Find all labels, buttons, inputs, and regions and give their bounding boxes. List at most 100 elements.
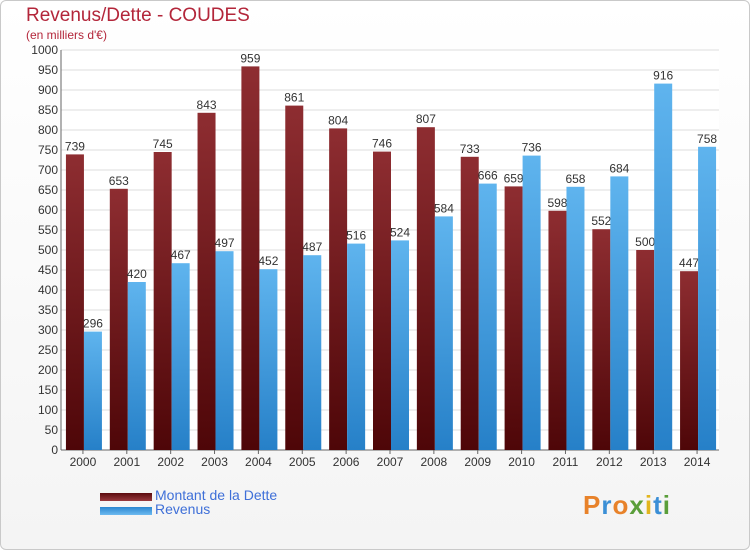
- y-tick-label: 450: [38, 263, 58, 277]
- x-tick-label: 2011: [553, 455, 579, 469]
- bar-revenus: [434, 216, 453, 450]
- bar-dette: [241, 66, 260, 451]
- bar-dette: [65, 154, 84, 450]
- bar-revenus: [610, 176, 629, 450]
- logo-letter: x: [629, 490, 645, 520]
- data-label-dette: 959: [240, 51, 260, 65]
- bar-revenus: [127, 282, 146, 450]
- bar-dette: [285, 105, 304, 450]
- logo-letter: r: [601, 490, 613, 520]
- bar-revenus: [698, 146, 717, 451]
- bar-dette: [504, 186, 523, 450]
- data-label-revenus: 516: [346, 229, 366, 243]
- y-tick-label: 600: [38, 203, 58, 217]
- y-tick-label: 700: [38, 163, 58, 177]
- logo-letter: t: [653, 490, 663, 520]
- chart-subtitle: (en milliers d'€): [26, 28, 107, 42]
- bar-dette: [592, 229, 611, 450]
- logo-letter: o: [612, 490, 630, 520]
- x-tick-label: 2000: [70, 455, 97, 469]
- chart-title: Revenus/Dette - COUDES: [26, 5, 250, 26]
- y-tick-label: 950: [38, 63, 58, 77]
- legend-label-dette: Montant de la Dette: [155, 487, 278, 503]
- y-tick-label: 200: [38, 363, 58, 377]
- legend-label-revenus: Revenus: [155, 501, 211, 517]
- y-tick-label: 900: [38, 83, 58, 97]
- y-tick-label: 100: [38, 403, 58, 417]
- x-tick-label: 2005: [289, 455, 316, 469]
- data-label-dette: 659: [504, 171, 524, 185]
- data-label-dette: 804: [328, 113, 348, 127]
- legend-swatch-dette: [100, 493, 152, 501]
- bar-revenus: [478, 183, 497, 450]
- y-tick-label: 50: [45, 423, 59, 437]
- data-label-revenus: 758: [697, 132, 717, 146]
- data-label-dette: 746: [372, 137, 392, 151]
- y-tick-label: 150: [38, 383, 58, 397]
- legend-swatch-revenus: [100, 507, 152, 515]
- logo-letter: P: [583, 490, 602, 520]
- bar-revenus: [566, 186, 585, 451]
- data-label-dette: 500: [635, 235, 655, 249]
- bar-dette: [460, 156, 479, 451]
- bar-dette: [416, 127, 435, 450]
- bar-revenus: [391, 240, 409, 450]
- bar-dette: [373, 151, 391, 450]
- data-label-revenus: 524: [390, 225, 410, 239]
- bar-revenus: [259, 269, 278, 450]
- data-label-dette: 733: [460, 142, 480, 156]
- logo-letter: i: [662, 490, 671, 520]
- data-label-dette: 552: [591, 214, 611, 228]
- y-tick-label: 750: [38, 143, 58, 157]
- data-label-dette: 745: [153, 137, 173, 151]
- x-tick-label: 2009: [464, 455, 491, 469]
- data-label-revenus: 487: [302, 240, 322, 254]
- x-tick-label: 2013: [640, 455, 667, 469]
- data-label-dette: 653: [109, 174, 129, 188]
- bar-dette: [109, 188, 128, 451]
- bar-dette: [680, 271, 699, 450]
- bar-dette: [548, 210, 567, 450]
- bar-revenus: [303, 255, 322, 450]
- bar-dette: [153, 152, 172, 450]
- bar-revenus: [522, 155, 541, 450]
- y-tick-label: 0: [51, 443, 58, 457]
- bar-revenus: [654, 83, 673, 450]
- bar-revenus: [347, 243, 366, 450]
- data-label-dette: 861: [284, 91, 304, 105]
- y-tick-label: 1000: [31, 43, 58, 57]
- y-tick-label: 400: [38, 283, 58, 297]
- x-tick-label: 2001: [113, 455, 140, 469]
- x-tick-label: 2014: [684, 455, 711, 469]
- bar-revenus: [215, 251, 234, 450]
- y-tick-label: 250: [38, 343, 58, 357]
- data-label-dette: 807: [416, 112, 436, 126]
- data-label-revenus: 666: [478, 169, 498, 183]
- x-tick-label: 2008: [421, 455, 448, 469]
- data-label-dette: 447: [679, 256, 699, 270]
- x-tick-label: 2012: [596, 455, 623, 469]
- logo-letter: i: [644, 490, 654, 520]
- data-label-revenus: 497: [215, 236, 235, 250]
- data-label-revenus: 684: [609, 161, 629, 175]
- x-tick-label: 2004: [245, 455, 272, 469]
- y-tick-label: 800: [38, 123, 58, 137]
- bar-dette: [197, 112, 216, 451]
- y-tick-label: 850: [38, 103, 58, 117]
- bar-revenus: [171, 263, 190, 450]
- x-tick-label: 2003: [201, 455, 228, 469]
- data-label-revenus: 736: [522, 141, 542, 155]
- data-label-revenus: 658: [565, 172, 585, 186]
- data-label-dette: 739: [65, 139, 85, 153]
- x-tick-label: 2010: [508, 455, 535, 469]
- y-tick-label: 350: [38, 303, 58, 317]
- bar-revenus: [83, 331, 102, 450]
- data-label-dette: 598: [547, 196, 567, 210]
- data-label-revenus: 420: [127, 267, 147, 281]
- data-label-revenus: 296: [83, 317, 103, 331]
- bar-dette: [329, 128, 348, 450]
- y-tick-label: 550: [38, 223, 58, 237]
- x-tick-label: 2007: [377, 455, 404, 469]
- x-tick-label: 2006: [333, 455, 360, 469]
